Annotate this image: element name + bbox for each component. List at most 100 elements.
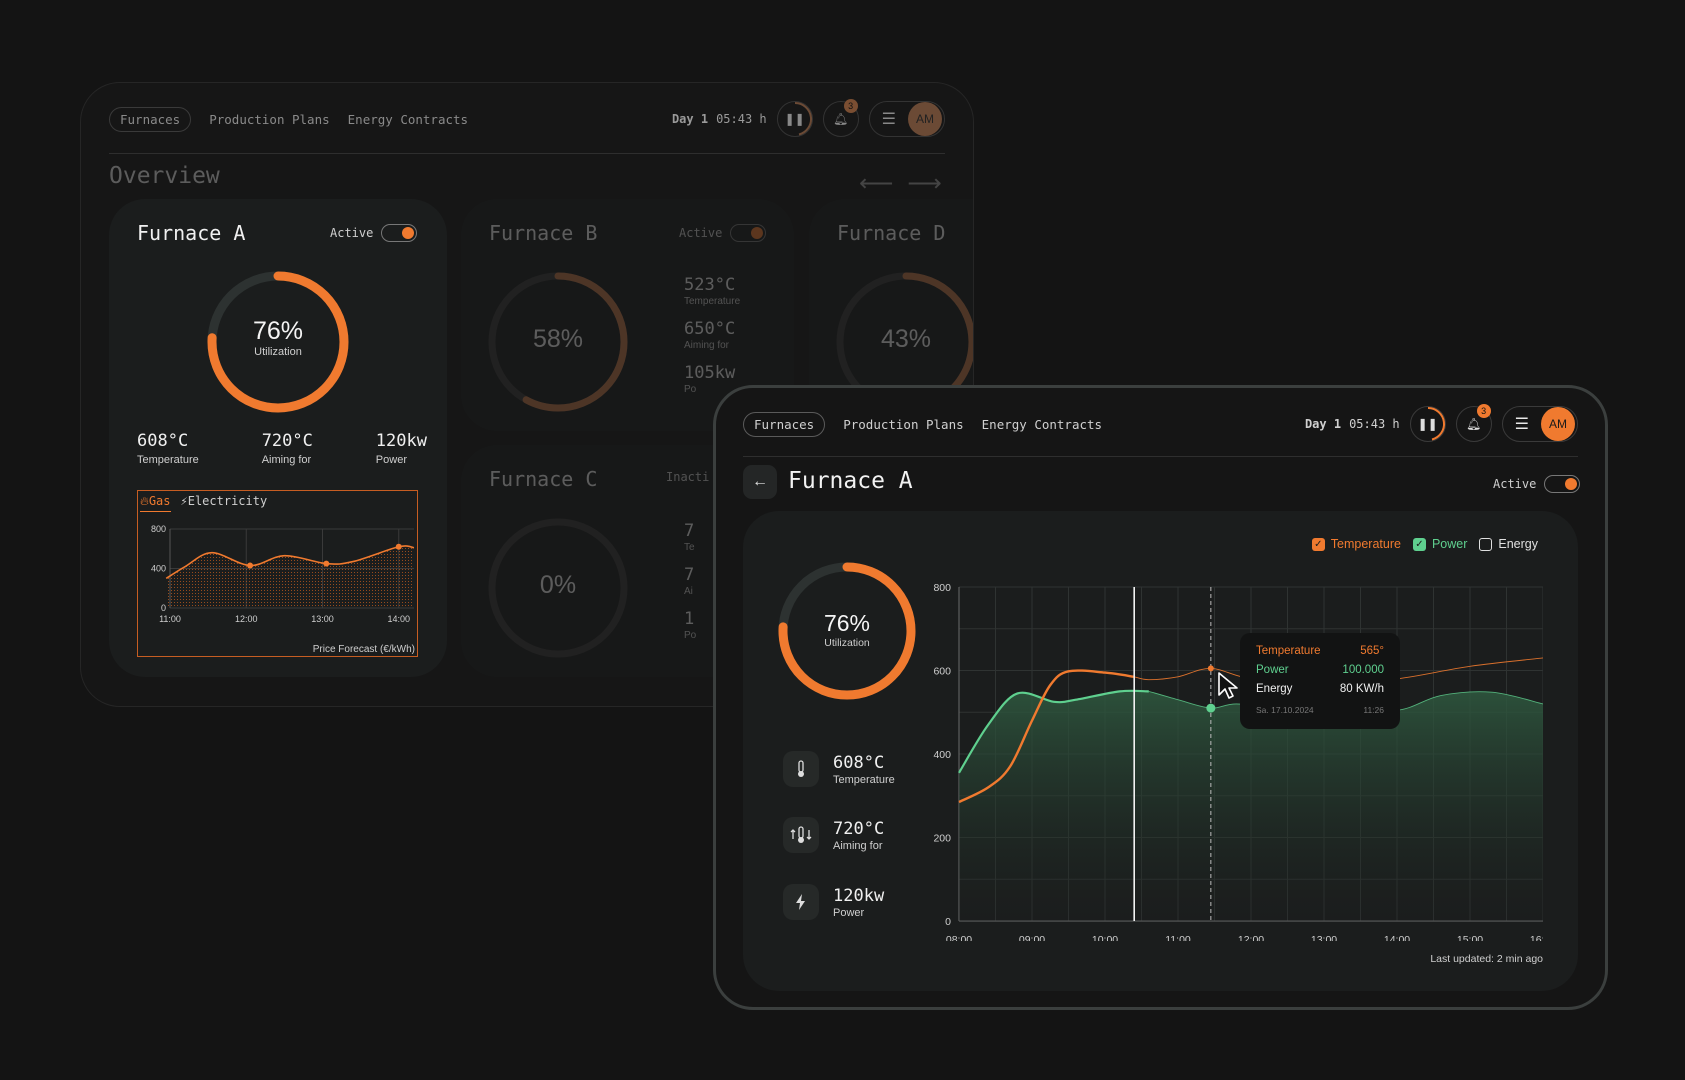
avatar[interactable]: AM [908,102,942,136]
tab-electricity[interactable]: ⚡︎Electricity [181,494,268,512]
utilization-value: 0% [539,571,577,599]
stat-temperature: 7 Te [684,521,696,553]
arrow-right-icon[interactable]: ⟶ [907,170,942,197]
mini-chart-plot: 0 400 800 11:00 12:00 13:00 14:00 [151,524,415,624]
legend-label: Energy [1498,537,1538,551]
legend-temperature[interactable]: ✓ Temperature [1311,537,1401,551]
main-chart-plot: 0 200 400 600 800 08:00 09:00 10:00 11:00 12:00 13… [933,582,1543,941]
pause-button[interactable]: ❚❚ [1409,406,1446,442]
target-temperature-icon [783,817,819,853]
arrow-left-icon[interactable]: ⟵ [859,170,894,197]
stat-label: Te [684,542,695,553]
x-tick-label: 13:00 [311,614,334,624]
cursor-icon [1218,672,1238,699]
pause-icon: ❚❚ [1417,417,1438,431]
tooltip-row-temperature: Temperature 565° [1256,645,1384,657]
stat-power: 105kw Po [684,363,740,395]
thermometer-icon [783,751,819,787]
tooltip-row-power: Power 100.000 [1256,664,1384,676]
side-stats: 523°C Temperature 650°C Aiming for 105kw Po [684,275,740,395]
notifications-button[interactable]: 🔔︎ 3 [1455,404,1492,442]
tab-gas[interactable]: 🔥︎Gas [140,494,171,512]
y-tick-label: 0 [945,916,951,928]
x-tick-label: 10:00 [1092,934,1118,941]
utilization-label: Utilization [254,346,302,358]
tab-production-plans[interactable]: Production Plans [209,111,330,127]
tooltip-label: Energy [1256,683,1293,695]
day-time-readout: Day 1 05:43 h [672,112,767,126]
legend-energy[interactable]: Energy [1479,537,1538,551]
stat-label: Ai [684,586,693,597]
progress-ring-icon [1427,406,1445,441]
stat-label: Power [375,454,407,466]
notifications-button[interactable]: 🔔︎ 3 [822,99,859,137]
x-tick-label: 16:00 [1530,934,1543,941]
y-tick-label: 400 [933,749,951,761]
power-hover-point [1206,703,1216,713]
gauge-ring [488,272,628,412]
temperature-hover-point [1207,665,1214,672]
stat-label: Temperature [833,773,895,786]
back-button[interactable]: ← [743,465,777,499]
power-area [959,690,1543,921]
status-label: Active [1493,477,1537,491]
x-tick-label: 12:00 [1238,934,1264,941]
carousel-arrows: ⟵ ⟶ [859,169,942,198]
furnace-name: Furnace B [489,221,598,245]
stat-aiming-for: 720°C Aiming for [783,817,884,853]
y-tick-label: 800 [151,524,166,534]
stat-value: 105kw [684,363,736,383]
pause-icon: ❚❚ [784,112,805,126]
day-time-readout: Day 1 05:43 h [1305,417,1400,431]
utilization-gauge: 76% Utilization [203,267,353,417]
active-toggle[interactable] [1544,475,1581,493]
stat-value: 650°C [684,319,736,339]
tooltip-value: 565° [1360,645,1384,657]
stat-value: 120kw [833,885,885,906]
chart-tabs: 🔥︎Gas ⚡︎Electricity [140,494,267,512]
tab-production-plans[interactable]: Production Plans [843,416,964,432]
x-tick-label: 15:00 [1457,934,1483,941]
pause-button[interactable]: ❚❚ [776,101,813,137]
tab-furnaces[interactable]: Furnaces [109,106,192,132]
time-label: 05:43 h [1349,417,1400,431]
active-toggle[interactable] [730,224,767,242]
flame-icon: 🔥︎ [140,494,149,508]
stat-value: 608°C [137,431,189,451]
x-tick-label: 11:00 [1165,934,1191,941]
tab-furnaces[interactable]: Furnaces [743,411,826,437]
side-stats: 7 Te 7 Ai 1 Po [684,521,696,641]
hamburger-icon: ☰ [881,111,896,128]
account-menu[interactable]: ☰ AM [1501,406,1578,442]
furnace-a-card[interactable]: Furnace A Active 76% Utilization 608°C Te… [109,199,447,677]
utilization-gauge: 58% [483,267,633,417]
stat-label: Po [684,384,697,395]
furnace-name: Furnace A [137,221,246,245]
detail-card: 76% Utilization 608°C Temperature 720°C Ai… [743,511,1578,991]
tooltip-label: Power [1256,664,1289,676]
active-toggle-group: Inacti [666,470,709,484]
legend-power[interactable]: ✓ Power [1412,537,1467,551]
nav-controls: Day 1 05:43 h ❚❚ 🔔︎ 3 ☰ AM [1305,404,1578,442]
bell-icon: 🔔︎ [1466,417,1482,431]
progress-ring-icon [794,101,812,136]
active-toggle-group: Active [330,224,418,242]
active-toggle[interactable] [381,224,418,242]
gas-area [166,545,414,608]
status-label: Inacti [666,470,710,484]
stat-label: Aiming for [684,340,730,351]
stat-label: Temperature [684,296,741,307]
x-tick-label: 12:00 [235,614,258,624]
temperature-series-line [958,669,1135,804]
gauge-ring [778,562,916,700]
power-series-line [958,689,1149,774]
day-label: Day 1 [671,112,709,126]
tab-energy-contracts[interactable]: Energy Contracts [347,111,469,127]
avatar[interactable]: AM [1541,407,1575,441]
checkbox-checked-icon: ✓ [1311,537,1325,551]
utilization-value: 76% [823,610,871,636]
chart-legend: ✓ Temperature ✓ Power Energy [1311,537,1538,551]
account-menu[interactable]: ☰ AM [868,101,945,137]
tab-energy-contracts[interactable]: Energy Contracts [981,416,1103,432]
arrow-left-icon: ← [752,473,768,490]
